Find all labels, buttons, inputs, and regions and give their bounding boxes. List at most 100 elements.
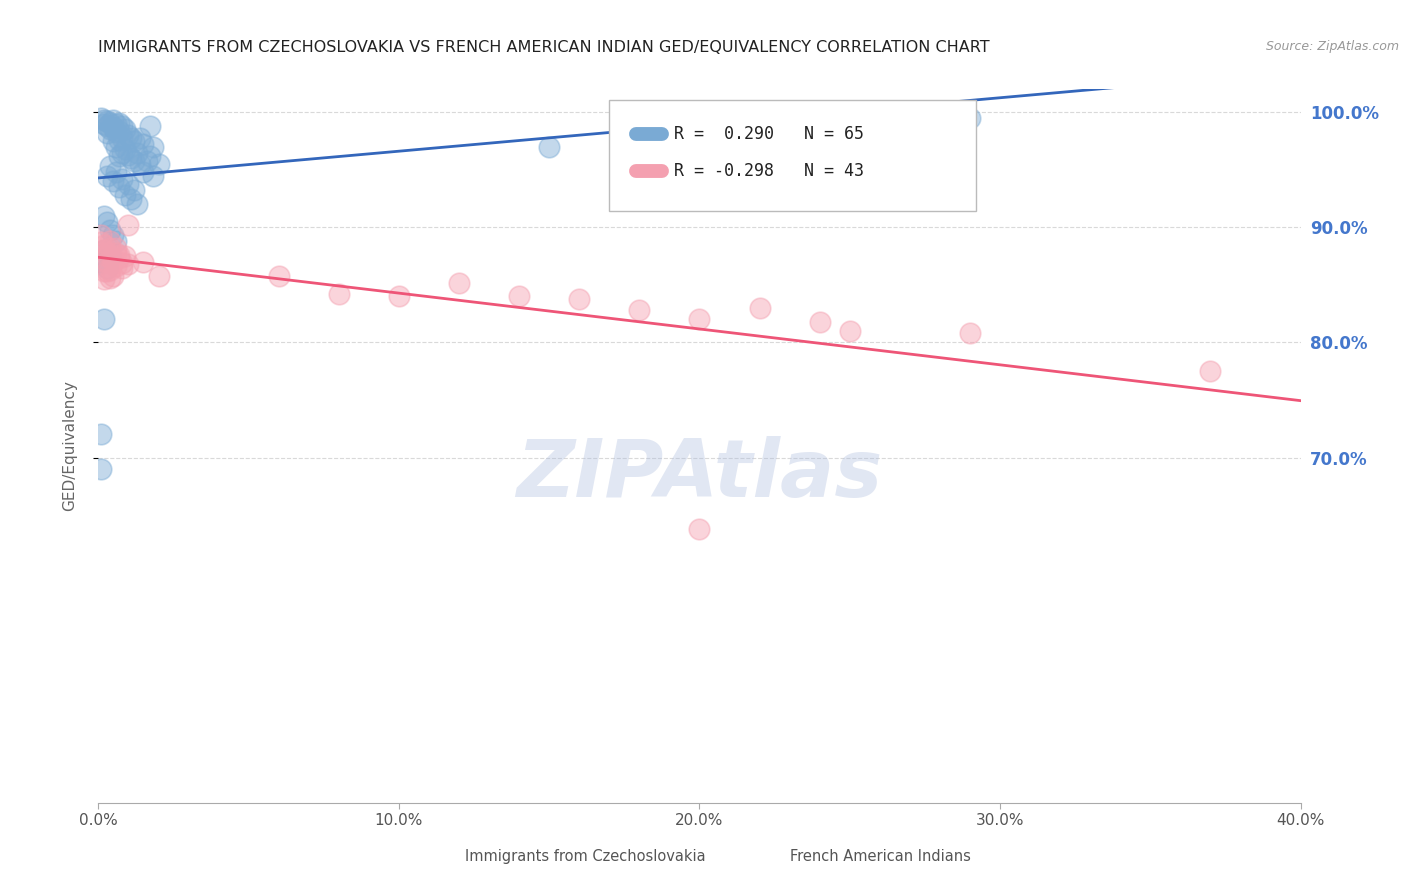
Point [96,126,118,140]
Point [105,234,128,248]
Point [959,111,981,125]
Point [90,111,112,125]
Point [108,115,131,129]
Point [90,228,112,243]
Point [103,268,125,283]
Point [121,151,143,165]
Point [132,165,155,179]
Point [103,252,125,266]
Point [748,301,770,315]
Point [100,263,122,277]
Point [105,241,128,255]
Point [117,218,139,232]
Point [96,260,118,275]
Point [121,130,143,145]
Point [388,289,411,303]
Point [689,522,711,536]
Point [117,128,139,143]
Point [100,249,122,263]
Point [103,120,125,135]
Point [124,134,146,148]
Point [108,252,131,266]
Point [141,140,163,154]
Point [108,123,131,137]
Text: R =  0.290   N = 65: R = 0.290 N = 65 [675,125,865,143]
Point [96,264,118,278]
Point [628,303,651,318]
Point [100,222,122,236]
Point [127,197,149,211]
Point [103,113,125,128]
Point [508,289,530,303]
Point [132,137,155,152]
Text: ZIPAtlas: ZIPAtlas [516,435,883,514]
Point [105,125,128,139]
Y-axis label: GED/Equivalency: GED/Equivalency [63,381,77,511]
Point [103,228,125,243]
Point [96,114,118,128]
Point [100,115,122,129]
Point [108,149,131,163]
Point [808,315,831,329]
Point [100,241,122,255]
Point [114,188,136,202]
Point [96,255,118,269]
Point [103,255,125,269]
Point [1199,364,1222,378]
Point [96,245,118,260]
Point [138,149,160,163]
Point [138,119,160,133]
Point [267,268,290,283]
Point [100,271,122,285]
Point [108,180,131,194]
Point [117,148,139,162]
Point [148,157,170,171]
Point [93,113,115,128]
Point [114,142,136,156]
Point [105,140,128,154]
Point [568,292,591,306]
Point [90,255,112,269]
Point [100,234,122,248]
Point [127,145,149,160]
Text: IMMIGRANTS FROM CZECHOSLOVAKIA VS FRENCH AMERICAN INDIAN GED/EQUIVALENCY CORRELA: IMMIGRANTS FROM CZECHOSLOVAKIA VS FRENCH… [98,40,990,55]
Point [93,312,115,326]
Point [114,122,136,136]
Text: Immigrants from Czechoslovakia: Immigrants from Czechoslovakia [465,849,706,863]
Point [129,130,152,145]
Point [148,268,170,283]
Point [117,177,139,191]
Point [117,257,139,271]
Point [105,165,128,179]
Point [135,153,157,168]
Point [124,184,146,198]
Point [90,427,112,442]
Point [96,214,118,228]
Point [111,145,134,160]
Point [129,157,152,171]
Point [93,244,115,258]
Point [121,192,143,206]
Point [96,169,118,183]
Point [124,153,146,168]
Point [93,272,115,286]
Point [93,264,115,278]
Text: French American Indians: French American Indians [790,849,970,863]
Point [90,235,112,250]
Point [93,237,115,252]
Point [838,324,860,338]
Point [103,174,125,188]
Point [93,209,115,223]
Point [93,117,115,131]
Text: R = -0.298   N = 43: R = -0.298 N = 43 [675,162,865,180]
Point [114,249,136,263]
Point [111,130,134,145]
Point [328,287,350,301]
Point [100,159,122,173]
FancyBboxPatch shape [609,100,976,211]
Point [105,117,128,131]
Point [100,122,122,136]
Point [447,276,470,290]
Point [111,260,134,275]
Point [538,140,561,154]
